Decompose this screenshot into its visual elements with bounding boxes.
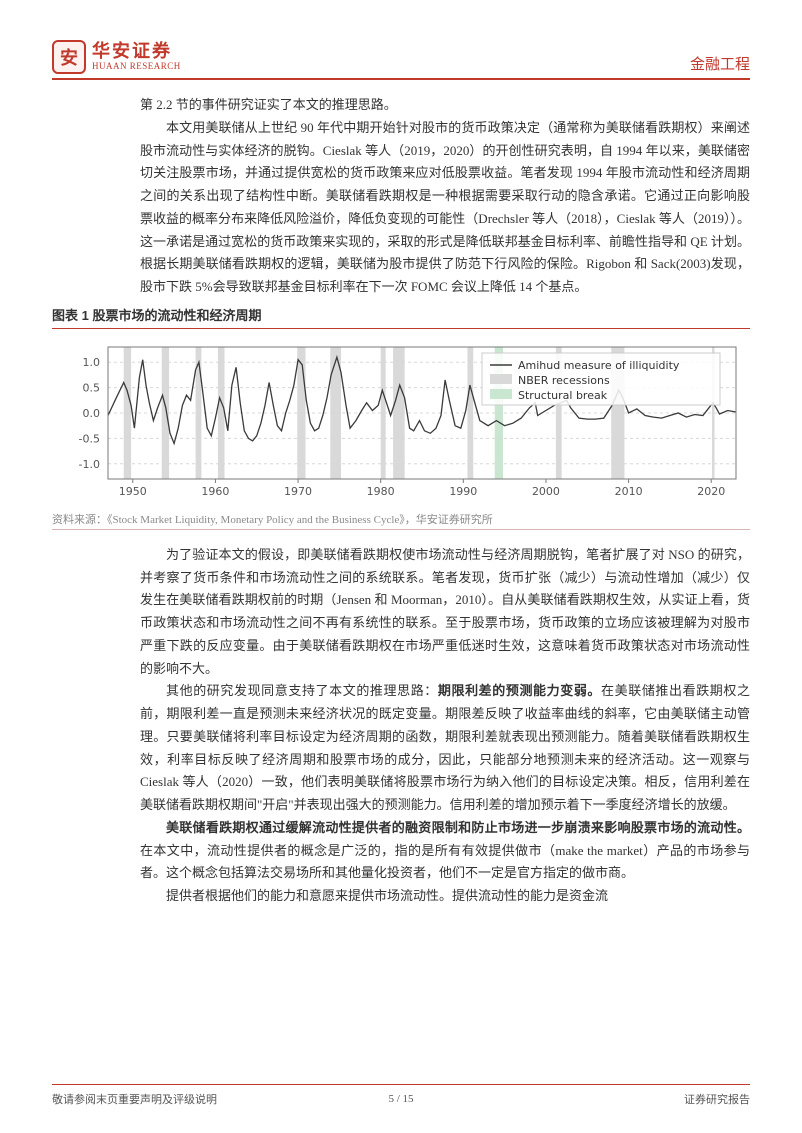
body-section-2: 为了验证本文的假设，即美联储看跌期权使市场流动性与经济周期脱钩，笔者扩展了对 N…	[140, 544, 750, 908]
logo-mark-icon: 安	[52, 40, 86, 74]
paragraph: 提供者根据他们的能力和意愿来提供市场流动性。提供流动性的能力是资金流	[140, 885, 750, 908]
bold-span: 美联储看跌期权通过缓解流动性提供者的融资限制和防止市场进一步崩溃来影响股票市场的…	[166, 820, 750, 835]
liquidity-chart: -1.0 -0.5 0.0 0.5 1.0 1950 1960 1970 1980 1990 200…	[52, 335, 750, 505]
paragraph: 其他的研究发现同意支持了本文的推理思路：期限利差的预测能力变弱。在美联储推出看跌…	[140, 680, 750, 817]
figure-source: 资料来源：《Stock Market Liquidity, Monetary P…	[52, 511, 750, 530]
footer-page-number: 5 / 15	[388, 1093, 413, 1105]
bold-span: 期限利差的预测能力变弱。	[438, 683, 601, 698]
chart-container: -1.0 -0.5 0.0 0.5 1.0 1950 1960 1970 1980 1990 200…	[52, 335, 750, 505]
svg-text:NBER recessions: NBER recessions	[518, 374, 610, 387]
logo-block: 安 华安证券 HUAAN RESEARCH	[52, 40, 181, 74]
page-header: 安 华安证券 HUAAN RESEARCH 金融工程	[52, 40, 750, 74]
paragraph: 第 2.2 节的事件研究证实了本文的推理思路。	[140, 94, 750, 117]
svg-text:1960: 1960	[201, 485, 229, 498]
paragraph: 美联储看跌期权通过缓解流动性提供者的融资限制和防止市场进一步崩溃来影响股票市场的…	[140, 817, 750, 885]
paragraph: 为了验证本文的假设，即美联储看跌期权使市场流动性与经济周期脱钩，笔者扩展了对 N…	[140, 544, 750, 681]
logo-en-text: HUAAN RESEARCH	[92, 62, 181, 72]
header-rule	[52, 78, 750, 80]
paragraph: 本文用美联储从上世纪 90 年代中期开始针对股市的货币政策决定（通常称为美联储看…	[140, 117, 750, 299]
svg-text:0.5: 0.5	[83, 381, 101, 394]
svg-text:1990: 1990	[449, 485, 477, 498]
svg-text:2010: 2010	[615, 485, 643, 498]
text-span: 其他的研究发现同意支持了本文的推理思路：	[166, 683, 438, 698]
svg-text:1950: 1950	[119, 485, 147, 498]
svg-text:-0.5: -0.5	[79, 432, 100, 445]
svg-text:Structural break: Structural break	[518, 389, 608, 402]
svg-text:-1.0: -1.0	[79, 458, 100, 471]
svg-text:2020: 2020	[697, 485, 725, 498]
svg-text:1.0: 1.0	[83, 356, 101, 369]
footer-right: 证券研究报告	[684, 1091, 750, 1107]
svg-text:1970: 1970	[284, 485, 312, 498]
figure-title: 图表 1 股票市场的流动性和经济周期	[52, 305, 750, 324]
svg-text:0.0: 0.0	[83, 407, 101, 420]
footer-left: 敬请参阅末页重要声明及评级说明	[52, 1091, 217, 1107]
page-footer: 敬请参阅末页重要声明及评级说明 5 / 15 证券研究报告	[52, 1084, 750, 1107]
header-category: 金融工程	[690, 53, 750, 74]
svg-text:1980: 1980	[367, 485, 395, 498]
body-section-1: 第 2.2 节的事件研究证实了本文的推理思路。 本文用美联储从上世纪 90 年代…	[140, 94, 750, 299]
svg-text:Amihud measure of illiquidity: Amihud measure of illiquidity	[518, 359, 680, 372]
svg-text:2000: 2000	[532, 485, 560, 498]
text-span: 在美联储推出看跌期权之前，期限利差一直是预测未来经济状况的既定变量。期限差反映了…	[140, 683, 750, 812]
text-span: 在本文中，流动性提供者的概念是广泛的，指的是所有有效提供做市（make the …	[140, 843, 750, 881]
figure-title-rule	[52, 328, 750, 329]
logo-cn-text: 华安证券	[92, 42, 181, 62]
